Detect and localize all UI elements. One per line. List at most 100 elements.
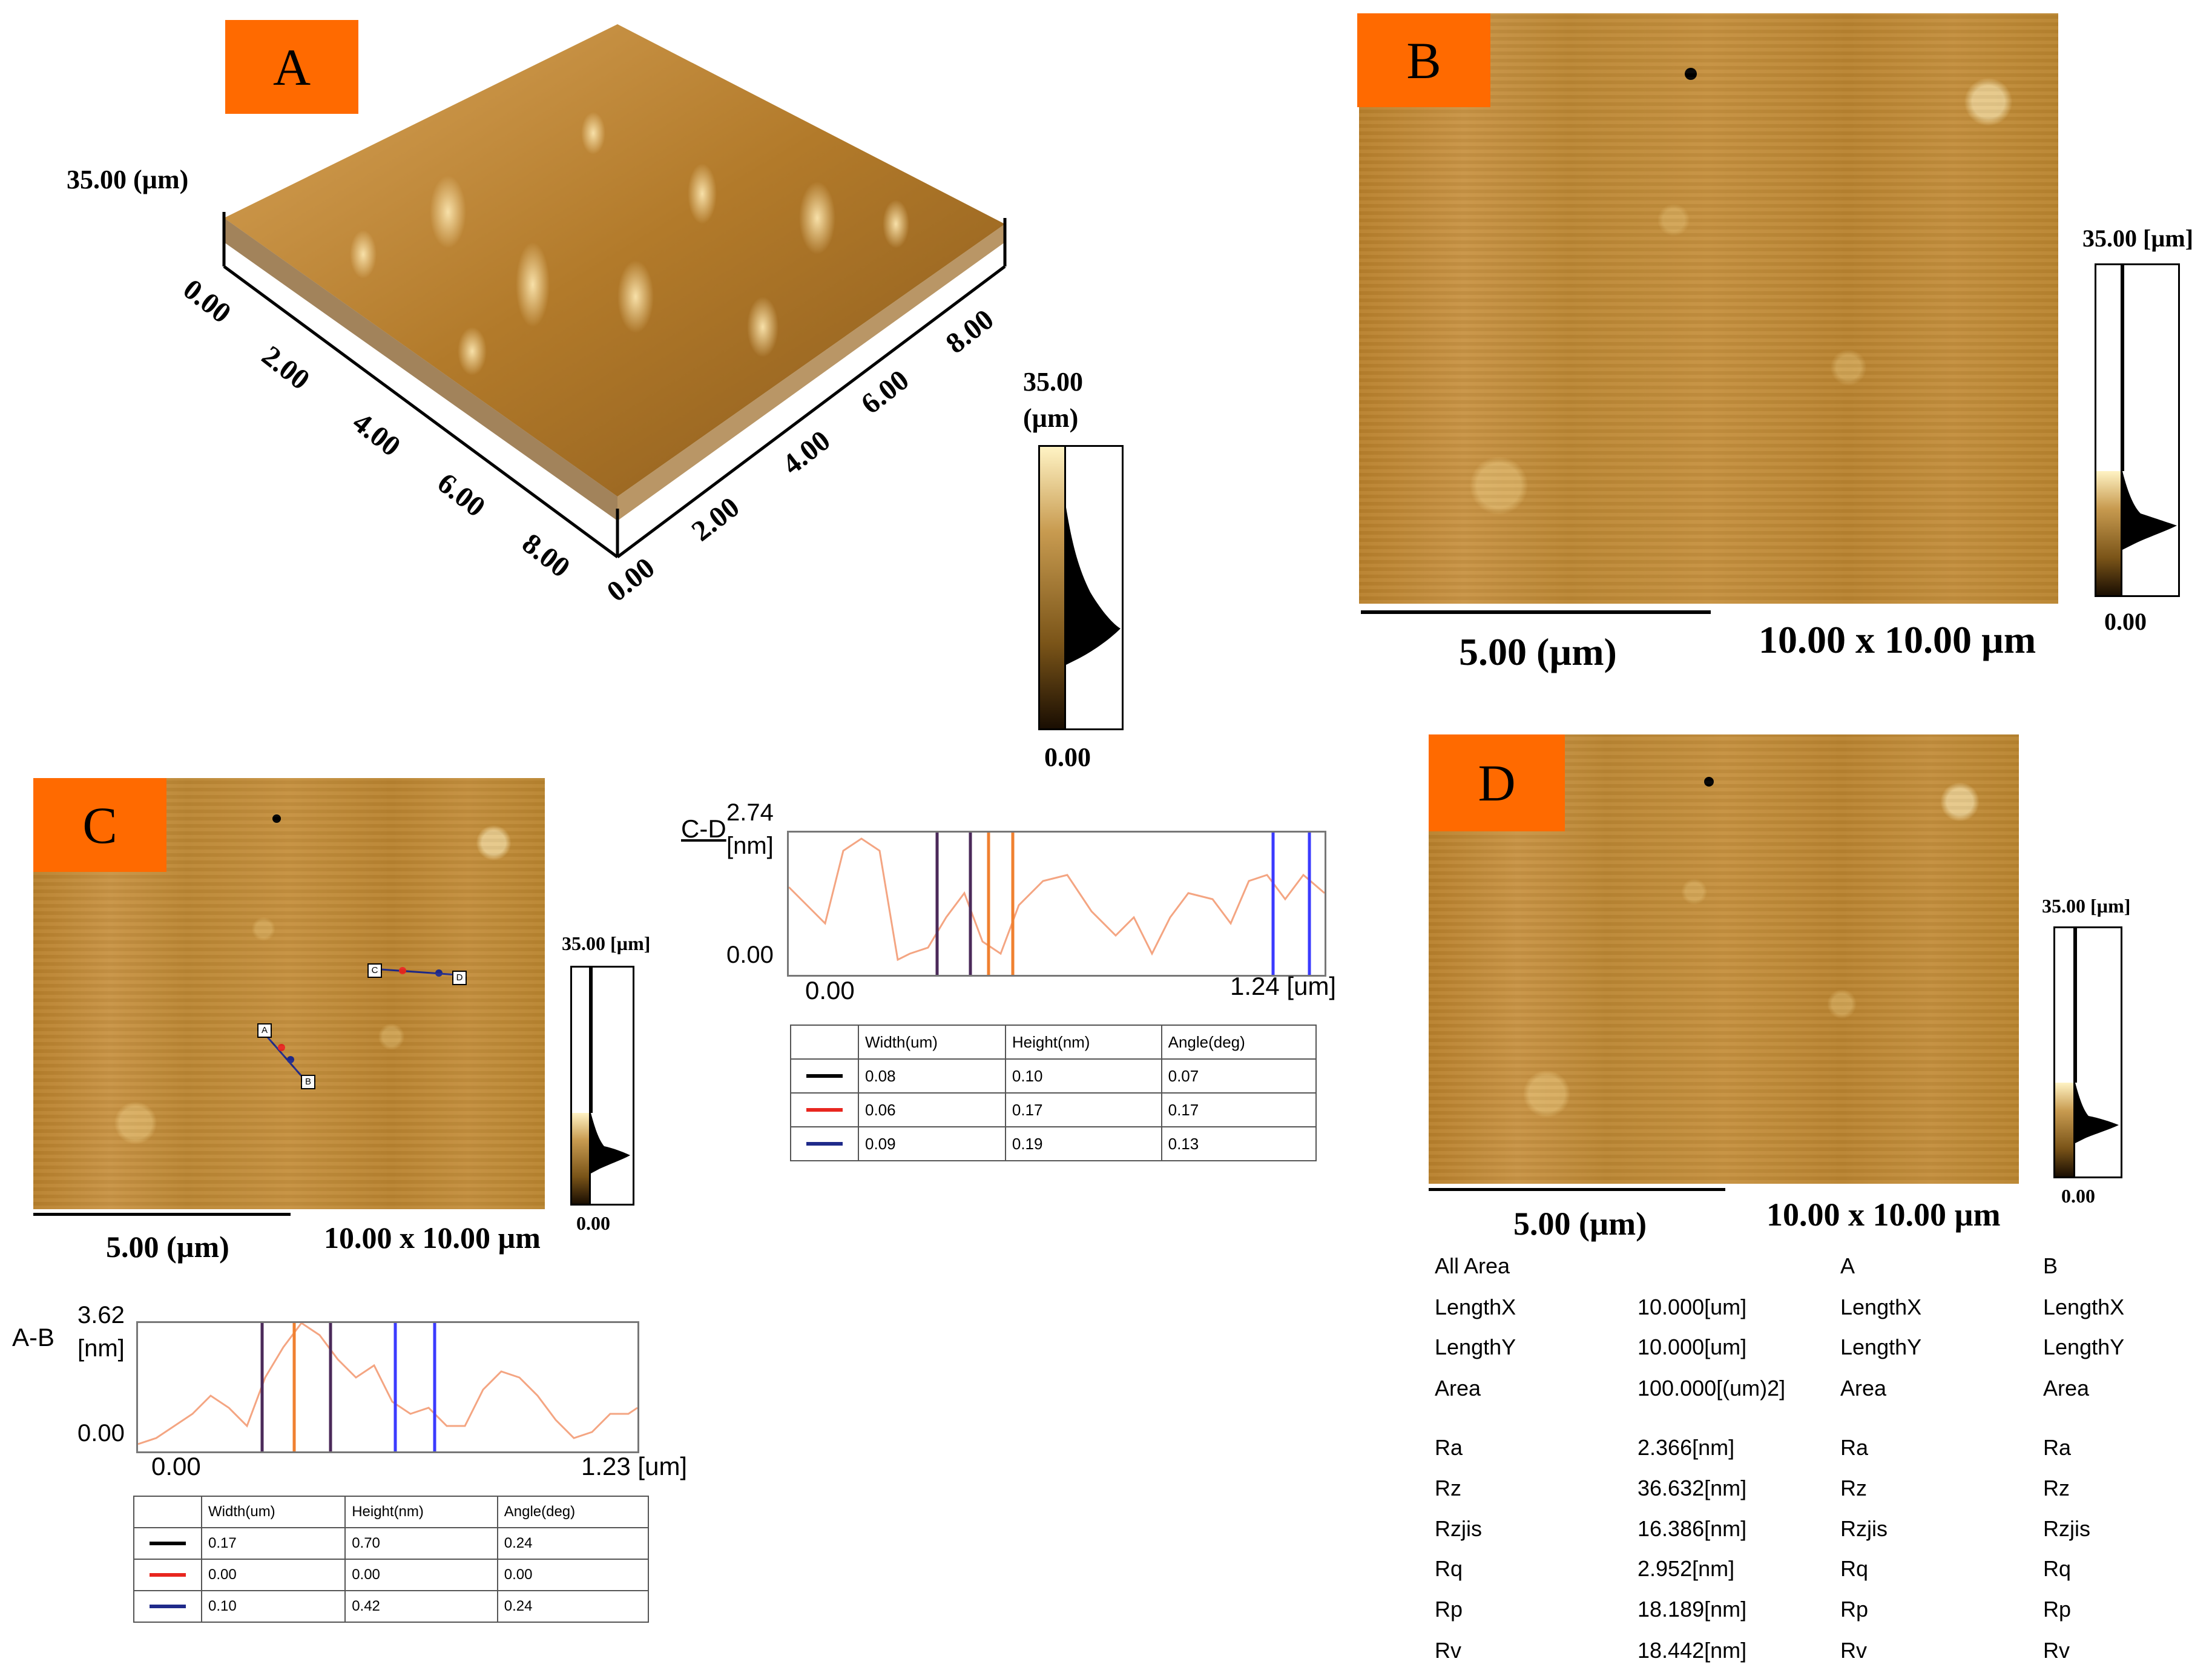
x-min: 0.00 [151, 1452, 201, 1480]
colorbar-frame [2095, 263, 2180, 597]
param-value: 16.386[nm] [1638, 1516, 1747, 1541]
angle-cell: 0.24 [496, 1527, 650, 1560]
height-histogram [2075, 1083, 2119, 1143]
param-value: 36.632[nm] [1638, 1476, 1747, 1500]
profile-line [789, 837, 1325, 962]
surface-plane [224, 24, 1005, 497]
col-header-b: B [2043, 1253, 2058, 1278]
line-swatch-blue [150, 1605, 186, 1608]
marker-d: D [452, 971, 467, 985]
scale-bar [1429, 1188, 1725, 1191]
scale-label: 5.00 (µm) [106, 1230, 229, 1264]
param-name-a: Rz [1840, 1476, 1867, 1500]
col-header: Angle(deg) [1160, 1025, 1317, 1060]
table-row: 0.06 0.17 0.17 [790, 1092, 1317, 1127]
param-name: Rv [1435, 1638, 1461, 1663]
colorbar-max: 35.00 [1023, 367, 1083, 397]
angle-cell: 0.24 [496, 1590, 650, 1623]
height-cell: 0.19 [1004, 1126, 1162, 1161]
param-name-b: Rv [2043, 1638, 2070, 1663]
x-max: 1.24 [um] [1230, 972, 1337, 1000]
height-cell: 0.10 [1004, 1058, 1162, 1094]
angle-cell: 0.00 [496, 1559, 650, 1591]
colorbar-min: 0.00 [2061, 1185, 2095, 1207]
param-value: 10.000[um] [1638, 1335, 1747, 1359]
width-cell: 0.17 [200, 1527, 346, 1560]
param-name-a: Area [1840, 1376, 1887, 1401]
y-min: 0.00 [726, 942, 774, 968]
colorbar-min: 0.00 [576, 1212, 610, 1234]
y-max: 3.62 [77, 1302, 125, 1328]
width-cell: 0.09 [858, 1126, 1006, 1161]
param-value: 18.189[nm] [1638, 1597, 1747, 1622]
param-name-a: Rp [1840, 1597, 1869, 1622]
image-dimensions: 10.00 x 10.00 µm [1766, 1196, 2001, 1233]
param-name-b: Area [2043, 1376, 2090, 1401]
measurement-table: Width(um) Height(nm) Angle(deg) 0.08 0.1… [790, 1025, 1317, 1161]
param-name-b: Ra [2043, 1435, 2072, 1460]
param-name-a: Rv [1840, 1638, 1867, 1663]
table-row: 0.09 0.19 0.13 [790, 1126, 1317, 1161]
table-row: 0.08 0.10 0.07 [790, 1058, 1317, 1094]
scale-label: 5.00 (µm) [1459, 630, 1617, 673]
profile-plot-frame [787, 831, 1326, 977]
param-value: 18.442[nm] [1638, 1638, 1747, 1663]
marker-c: C [367, 963, 382, 978]
height-histogram [591, 1113, 630, 1173]
image-dimensions: 10.00 x 10.00 µm [1759, 618, 2036, 661]
param-name-b: Rq [2043, 1556, 2072, 1581]
profile-line [138, 1323, 637, 1445]
x-min: 0.00 [805, 976, 855, 1005]
marker-a: A [257, 1023, 272, 1038]
colorbar-max: 35.00 [µm] [562, 932, 651, 954]
marker-b: B [301, 1075, 315, 1089]
measurement-table: Width(um) Height(nm) Angle(deg) 0.17 0.7… [133, 1496, 650, 1623]
profile-name: A-B [12, 1323, 55, 1351]
param-name-b: LengthY [2043, 1335, 2125, 1359]
param-value: 100.000[(um)2] [1638, 1376, 1786, 1401]
x-max: 1.23 [um] [581, 1452, 688, 1480]
height-histogram [1066, 507, 1121, 665]
param-name-a: Ra [1840, 1435, 1869, 1460]
angle-cell: 0.13 [1160, 1126, 1317, 1161]
y-unit: [nm] [77, 1335, 125, 1362]
col-header-a: A [1840, 1253, 1855, 1278]
angle-cell: 0.07 [1160, 1058, 1317, 1094]
height-cell: 0.42 [344, 1590, 498, 1623]
col-header: Width(um) [200, 1496, 346, 1528]
param-name: Rzjis [1435, 1516, 1482, 1541]
line-swatch-black [150, 1542, 186, 1545]
colorbar-unit: (µm) [1023, 403, 1079, 433]
afm-image-b [1359, 13, 2058, 604]
panel-c-tag: C [33, 778, 166, 872]
param-name: LengthY [1435, 1335, 1516, 1359]
image-dimensions: 10.00 x 10.00 µm [324, 1221, 541, 1255]
width-cell: 0.06 [858, 1092, 1006, 1127]
table-row: 0.00 0.00 0.00 [133, 1559, 650, 1591]
height-histogram [2122, 471, 2177, 550]
param-name: Rp [1435, 1597, 1463, 1622]
y-max: 2.74 [726, 799, 774, 826]
colorbar-frame [1038, 445, 1124, 730]
col-header: Width(um) [858, 1025, 1006, 1060]
scale-label: 5.00 (µm) [1513, 1206, 1647, 1242]
height-cell: 0.17 [1004, 1092, 1162, 1127]
col-header-all-area: All Area [1435, 1253, 1510, 1278]
width-cell: 0.10 [200, 1590, 346, 1623]
table-row: 0.10 0.42 0.24 [133, 1590, 650, 1623]
panel-a-tag: A [225, 20, 358, 114]
line-swatch-red [150, 1573, 186, 1577]
param-value: 2.366[nm] [1638, 1435, 1735, 1460]
line-swatch-red [806, 1108, 843, 1112]
param-name: Ra [1435, 1435, 1463, 1460]
param-name-b: LengthX [2043, 1295, 2125, 1319]
table-row: 0.17 0.70 0.24 [133, 1527, 650, 1560]
surface-peaks [350, 112, 909, 375]
angle-cell: 0.17 [1160, 1092, 1317, 1127]
y-min: 0.00 [77, 1420, 125, 1447]
scale-bar [33, 1213, 291, 1216]
param-value: 2.952[nm] [1638, 1556, 1735, 1581]
col-header: Angle(deg) [496, 1496, 650, 1528]
param-name-b: Rzjis [2043, 1516, 2090, 1541]
param-value: 10.000[um] [1638, 1295, 1747, 1319]
